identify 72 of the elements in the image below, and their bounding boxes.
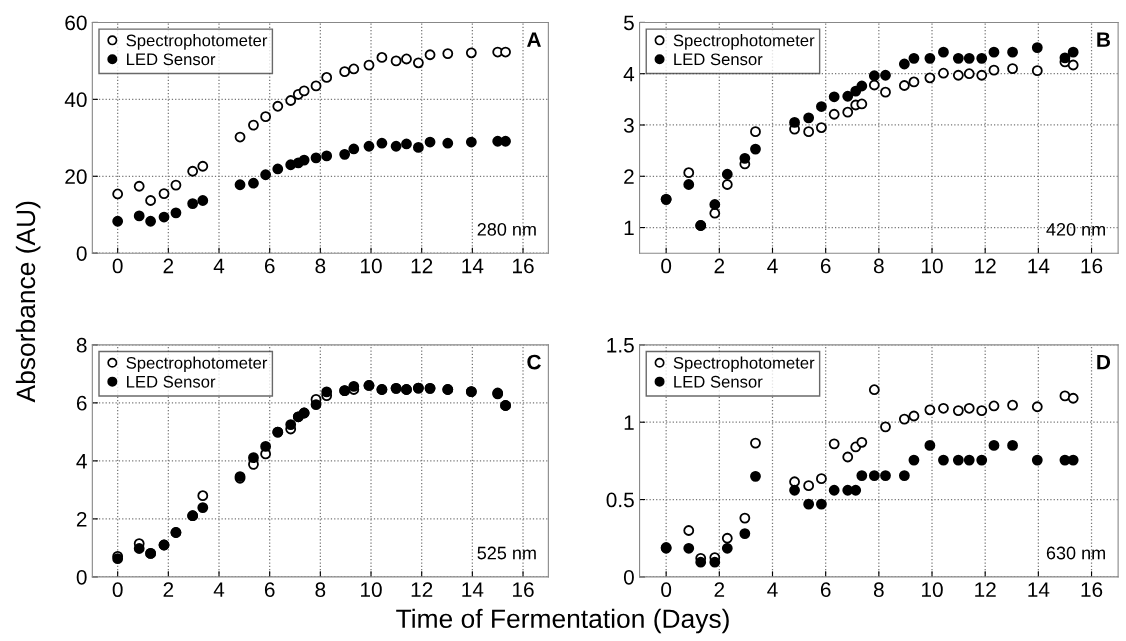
- x-tick-label: 2: [714, 582, 725, 597]
- legend-label: Spectrophotometer: [126, 356, 268, 373]
- annotation: 630 nm: [1046, 546, 1105, 560]
- x-axis-title: Time of Fermentation (Days): [396, 608, 729, 634]
- x-tick-label: 16: [513, 582, 534, 598]
- legend-label: Spectrophotometer: [673, 356, 815, 373]
- x-tick-label: 12: [411, 258, 433, 274]
- x-tick-label: 4: [767, 258, 778, 274]
- legend-label: LED Sensor: [127, 53, 216, 66]
- x-tick-label: 2: [714, 258, 725, 274]
- annotation: C: [527, 354, 541, 370]
- annotation: 420 nm: [1046, 223, 1105, 236]
- x-tick-label: 16: [1081, 258, 1103, 274]
- x-tick-label: 2: [163, 582, 174, 597]
- y-tick-label: 20: [65, 169, 87, 185]
- annotation: 525 nm: [477, 546, 536, 560]
- x-tick-label: 10: [922, 258, 943, 274]
- y-tick-label: 5: [623, 15, 634, 31]
- x-tick-label: 2: [163, 258, 174, 274]
- x-tick-label: 8: [315, 582, 326, 598]
- x-tick-label: 8: [873, 258, 884, 274]
- x-tick-label: 6: [820, 582, 831, 598]
- x-tick-label: 12: [975, 582, 996, 597]
- x-tick-label: 6: [264, 582, 275, 598]
- x-tick-label: 0: [661, 258, 672, 274]
- x-tick-label: 4: [767, 582, 778, 597]
- x-tick-label: 4: [213, 582, 225, 597]
- x-tick-label: 14: [462, 582, 484, 597]
- x-tick-label: 0: [112, 582, 123, 598]
- legend-label: LED Sensor: [127, 375, 216, 388]
- x-tick-label: 14: [1028, 258, 1050, 274]
- x-tick-label: 6: [820, 258, 831, 274]
- y-tick-label: 1: [624, 415, 634, 430]
- y-tick-label: 0: [76, 246, 87, 261]
- x-tick-label: 0: [112, 258, 123, 274]
- x-tick-label: 16: [513, 258, 534, 274]
- y-tick-label: 3: [623, 118, 634, 133]
- legend-label: LED Sensor: [674, 375, 763, 388]
- x-tick-label: 14: [462, 258, 484, 274]
- x-tick-label: 12: [411, 582, 433, 597]
- y-tick-label: 2: [76, 511, 87, 527]
- y-tick-label: 0: [623, 569, 634, 585]
- y-axis-title: Absorbance (AU): [15, 201, 41, 403]
- legend-label: Spectrophotometer: [126, 34, 268, 50]
- y-tick-label: 1.5: [607, 338, 634, 353]
- legend-label: Spectrophotometer: [673, 34, 815, 50]
- x-tick-label: 6: [264, 258, 275, 274]
- x-tick-label: 14: [1028, 582, 1050, 597]
- x-tick-label: 4: [213, 258, 225, 274]
- x-tick-label: 16: [1081, 582, 1103, 598]
- x-tick-label: 8: [873, 582, 884, 598]
- x-tick-label: 10: [361, 582, 382, 598]
- annotation: B: [1097, 32, 1110, 47]
- x-tick-label: 0: [661, 582, 672, 598]
- y-tick-label: 0: [76, 569, 87, 585]
- legend-label: LED Sensor: [674, 53, 763, 66]
- y-tick-label: 40: [64, 92, 87, 108]
- annotation: A: [526, 32, 541, 47]
- x-tick-label: 10: [922, 582, 943, 598]
- y-tick-label: 2: [624, 169, 634, 184]
- x-tick-label: 12: [975, 258, 996, 274]
- y-tick-label: 8: [76, 337, 87, 353]
- x-tick-label: 8: [315, 258, 326, 274]
- y-tick-label: 4: [76, 454, 87, 469]
- annotation: D: [1097, 354, 1111, 370]
- y-tick-label: 0.5: [606, 492, 634, 508]
- y-tick-label: 6: [76, 395, 87, 411]
- y-tick-label: 60: [65, 15, 87, 31]
- y-tick-label: 1: [624, 220, 634, 236]
- y-tick-label: 4: [623, 66, 635, 82]
- annotation: 280 nm: [477, 223, 536, 236]
- x-tick-label: 10: [361, 258, 382, 274]
